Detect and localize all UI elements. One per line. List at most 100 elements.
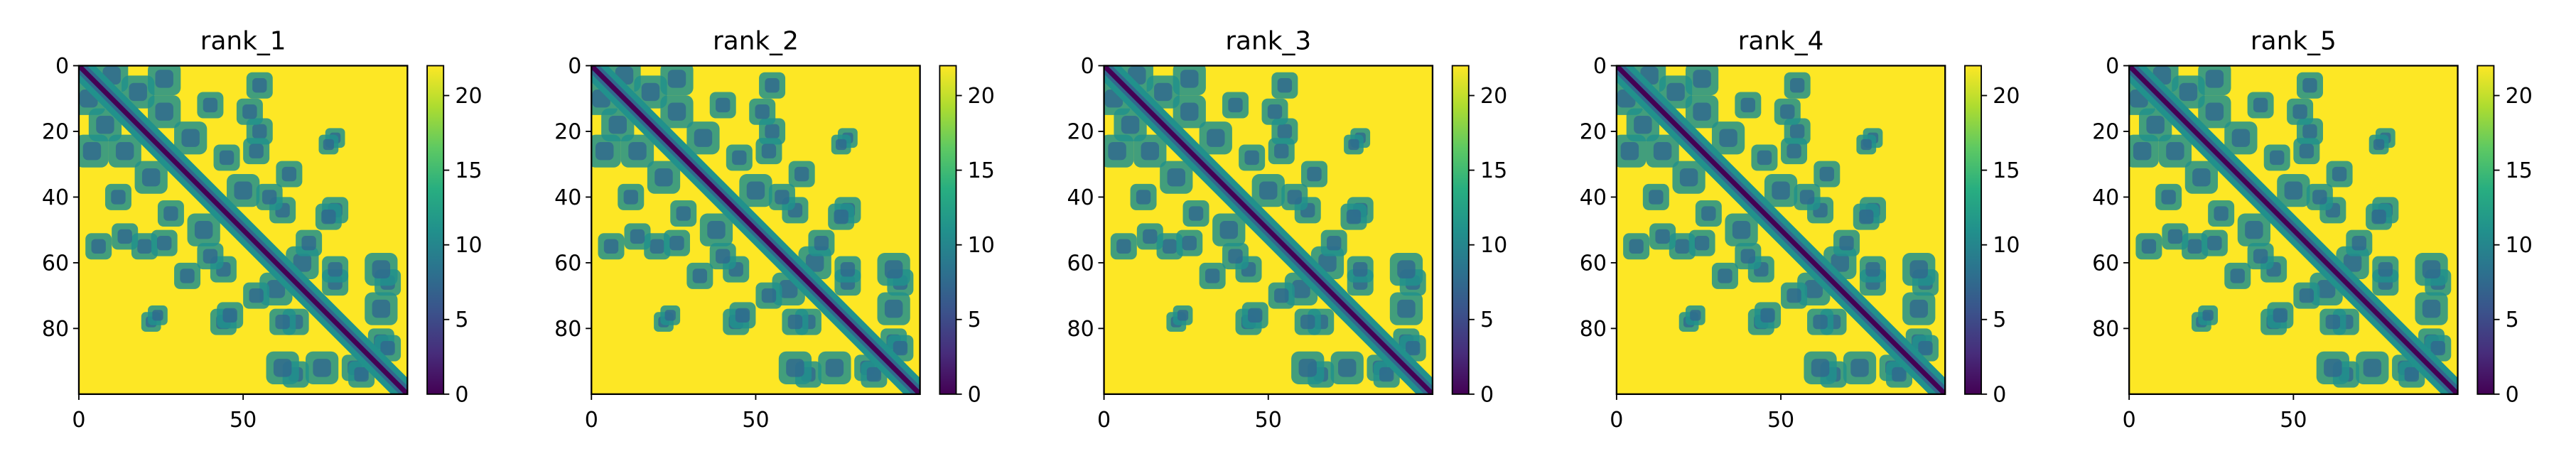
y-tick-label: 40 bbox=[554, 185, 581, 210]
contact-core bbox=[2273, 308, 2288, 323]
contact-core bbox=[96, 115, 114, 134]
contact-core bbox=[716, 97, 731, 113]
contact-core bbox=[866, 367, 882, 382]
contact-core bbox=[1892, 367, 1907, 382]
colorbar-tick-label: 0 bbox=[455, 382, 468, 407]
panel-2: rank_2 0 20 40 60 80 0 50 0 5 10 15 20 bbox=[554, 26, 995, 433]
contact-core bbox=[1259, 181, 1278, 200]
contact-core bbox=[2133, 141, 2152, 161]
contact-core bbox=[1318, 254, 1337, 272]
contact-core bbox=[1143, 229, 1158, 244]
contact-core bbox=[779, 280, 798, 298]
contact-core bbox=[603, 239, 619, 254]
contact-core bbox=[2253, 97, 2268, 113]
contact-core bbox=[323, 139, 335, 151]
y-tick-label: 40 bbox=[1580, 185, 1607, 210]
contact-core bbox=[775, 190, 789, 205]
contact-core bbox=[786, 359, 804, 377]
contact-core bbox=[1850, 359, 1869, 377]
x-tick-label: 50 bbox=[1255, 408, 1282, 433]
contact-core bbox=[328, 261, 343, 277]
contact-core bbox=[1327, 235, 1342, 251]
contact-core bbox=[273, 359, 292, 377]
contact-core bbox=[1228, 97, 1243, 113]
x-tick-label: 0 bbox=[1097, 408, 1111, 433]
chart-title: rank_1 bbox=[200, 26, 286, 55]
heatmap-contacts bbox=[78, 65, 408, 394]
contact-core bbox=[2187, 239, 2202, 254]
contact-core bbox=[1116, 239, 1131, 254]
contact-core bbox=[1188, 206, 1204, 221]
colorbar-tick-label: 15 bbox=[1993, 158, 2020, 183]
colorbar-tick-label: 20 bbox=[1480, 84, 1507, 109]
contact-core bbox=[372, 299, 391, 318]
contact-core bbox=[1675, 239, 1690, 254]
contact-core bbox=[1267, 104, 1283, 119]
contact-core bbox=[2179, 82, 2198, 102]
contact-core bbox=[1300, 314, 1315, 330]
chart-title: rank_4 bbox=[1738, 26, 1824, 55]
y-tick-label: 20 bbox=[554, 119, 581, 144]
y-tick-label: 60 bbox=[42, 251, 69, 276]
contact-core bbox=[2312, 190, 2327, 205]
contact-core bbox=[141, 168, 161, 187]
contact-core bbox=[155, 102, 173, 121]
contact-core bbox=[1693, 70, 1711, 88]
y-tick-label: 80 bbox=[554, 317, 581, 342]
contact-core bbox=[694, 129, 713, 147]
contact-core bbox=[2270, 150, 2285, 166]
contact-core bbox=[2317, 280, 2336, 298]
contact-core bbox=[1760, 308, 1775, 323]
contact-core bbox=[203, 97, 218, 113]
contact-core bbox=[1865, 261, 1880, 277]
contact-core bbox=[163, 206, 178, 221]
contact-core bbox=[203, 249, 218, 264]
contact-core bbox=[1108, 141, 1126, 161]
contact-core bbox=[1277, 124, 1293, 139]
contact-core bbox=[2146, 115, 2165, 134]
heatmap-contacts bbox=[2129, 65, 2458, 394]
colorbar-tick-label: 5 bbox=[2506, 308, 2519, 332]
contact-core bbox=[2378, 261, 2393, 277]
contact-core bbox=[1787, 288, 1801, 303]
contact-core bbox=[1397, 260, 1416, 278]
contact-core bbox=[2167, 229, 2183, 244]
contact-core bbox=[275, 314, 290, 330]
contact-core bbox=[2422, 260, 2441, 278]
contact-core bbox=[1804, 280, 1823, 298]
contact-core bbox=[157, 235, 172, 251]
colorbar-tick-label: 5 bbox=[455, 308, 468, 332]
contact-core bbox=[1136, 190, 1151, 205]
contact-core bbox=[893, 340, 908, 356]
contact-core bbox=[1180, 70, 1199, 88]
contact-core bbox=[111, 190, 126, 205]
contact-core bbox=[628, 141, 647, 161]
colorbar-tick-label: 5 bbox=[1993, 308, 2006, 332]
contact-core bbox=[1634, 115, 1652, 134]
contact-core bbox=[1353, 261, 1368, 277]
contact-core bbox=[1655, 229, 1670, 244]
y-tick-label: 0 bbox=[55, 54, 69, 79]
contact-core bbox=[761, 288, 777, 303]
contact-core bbox=[1839, 235, 1854, 251]
contact-core bbox=[1219, 220, 1238, 239]
contact-core bbox=[219, 150, 235, 166]
contact-core bbox=[117, 229, 132, 244]
contact-core bbox=[242, 104, 257, 119]
contact-core bbox=[1167, 168, 1186, 187]
panel-5: rank_5 0 20 40 60 80 0 50 0 5 10 15 20 bbox=[2092, 26, 2533, 433]
contact-core bbox=[732, 150, 747, 166]
contact-core bbox=[1277, 78, 1293, 93]
contact-core bbox=[2214, 206, 2229, 221]
contact-core bbox=[884, 299, 903, 318]
y-tick-label: 60 bbox=[554, 251, 581, 276]
contact-core bbox=[281, 166, 297, 182]
contact-core bbox=[1274, 143, 1289, 158]
contact-core bbox=[1740, 249, 1755, 264]
contact-core bbox=[1154, 82, 1173, 102]
contact-core bbox=[2299, 143, 2314, 158]
contact-core bbox=[1860, 139, 1872, 151]
contact-core bbox=[266, 280, 286, 298]
contact-core bbox=[667, 102, 686, 121]
contact-core bbox=[1918, 340, 1933, 356]
